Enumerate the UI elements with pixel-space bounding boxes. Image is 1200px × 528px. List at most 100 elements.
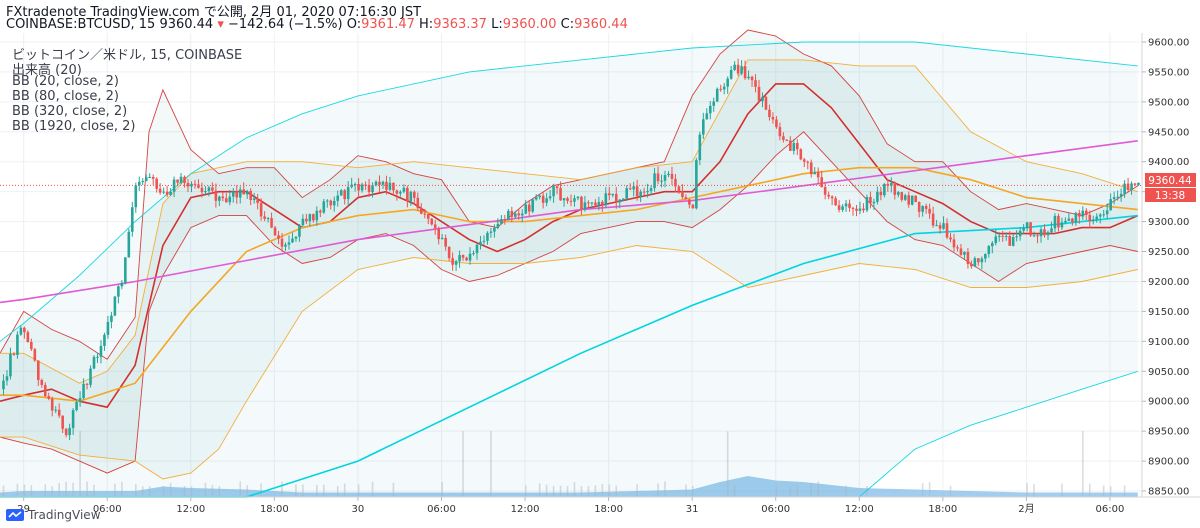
candle-body	[872, 201, 876, 204]
candle-body	[914, 195, 917, 203]
y-tick-label: 8850.00	[1148, 487, 1189, 498]
candle-body	[40, 379, 44, 385]
candle-body	[789, 140, 792, 151]
candle-body	[242, 189, 246, 195]
candle-body	[1102, 214, 1106, 216]
candle-body	[451, 258, 454, 265]
candle-body	[144, 177, 148, 182]
candle-body	[155, 178, 158, 189]
volume-bar	[566, 486, 569, 497]
candle-body	[1137, 182, 1140, 185]
legend-volume[interactable]: 出来高 (20)	[12, 63, 82, 78]
candle-body	[792, 143, 796, 151]
x-tick-label: 29	[17, 504, 30, 515]
x-tick-label: 06:00	[761, 504, 790, 515]
candle-body	[16, 334, 19, 355]
candle-body	[785, 139, 789, 141]
candle-body	[796, 143, 799, 150]
candle-body	[134, 185, 138, 208]
candle-body	[1091, 219, 1095, 222]
candle-body	[684, 197, 688, 200]
price-axis[interactable]: 9600.009550.009500.009450.009400.009350.…	[1142, 37, 1189, 498]
candle-body	[124, 257, 127, 283]
symbol-name[interactable]: COINBASE:BTCUSD, 15	[6, 17, 156, 32]
legend-bb-80[interactable]: BB (80, close, 2)	[12, 89, 119, 104]
candle-body	[489, 231, 493, 233]
candle-body	[228, 196, 232, 203]
candle-body	[900, 192, 904, 200]
candle-body	[298, 225, 301, 237]
low-value: 9360.00	[502, 17, 557, 32]
candle-body	[990, 243, 994, 247]
legend-bb-20[interactable]: BB (20, close, 2)	[12, 74, 119, 89]
candle-body	[273, 227, 277, 236]
candle-body	[141, 181, 145, 183]
volume-bar	[16, 483, 19, 497]
volume-bar	[260, 483, 262, 497]
candle-body	[722, 86, 726, 90]
candle-body	[2, 380, 5, 390]
candle-body	[761, 96, 764, 102]
candle-body	[493, 227, 496, 232]
candle-body	[649, 188, 653, 191]
candle-body	[339, 190, 343, 196]
candle-body	[642, 191, 646, 193]
candle-body	[409, 191, 413, 202]
candle-body	[513, 213, 517, 217]
close-label: C:	[560, 17, 575, 32]
candle-body	[910, 195, 914, 205]
candle-body	[945, 223, 949, 238]
candle-body	[1018, 230, 1022, 237]
candle-body	[371, 185, 374, 193]
candle-body	[30, 342, 33, 350]
candle-body	[956, 247, 959, 249]
candle-body	[778, 127, 782, 137]
candle-body	[799, 149, 803, 160]
volume-bar	[2, 485, 5, 497]
volume-bar	[322, 484, 325, 497]
candle-body	[844, 203, 848, 207]
candle-body	[1008, 235, 1011, 246]
candle-body	[332, 200, 336, 206]
candle-body	[503, 219, 507, 221]
candle-body	[360, 184, 364, 191]
time-axis[interactable]: 29 06:00 12:00 18:00 30 06:00 12:00 18:00 31 06:0…	[17, 497, 1124, 515]
candle-body	[1022, 228, 1025, 231]
candle-body	[423, 213, 427, 215]
candle-body	[399, 191, 402, 194]
candle-body	[534, 197, 538, 200]
candle-body	[319, 210, 322, 213]
candle-body	[447, 246, 451, 259]
bb-1920-2-basis-line	[0, 140, 1138, 304]
x-tick-label: 30	[352, 504, 365, 515]
volume-series	[0, 431, 1138, 497]
volume-bar	[302, 484, 304, 497]
candle-body	[1078, 212, 1081, 217]
candle-body	[475, 244, 479, 254]
candle-body	[646, 190, 649, 193]
volume-bar	[789, 486, 792, 497]
low-label: L:	[491, 17, 503, 32]
candle-body	[531, 199, 535, 212]
y-tick-label: 9600.00	[1148, 37, 1189, 48]
volume-bar	[169, 482, 172, 497]
candle-body	[1074, 212, 1078, 223]
candle-body	[858, 208, 862, 211]
legend-bb-1920[interactable]: BB (1920, close, 2)	[12, 119, 136, 134]
x-tick-label: 31	[686, 504, 699, 515]
candle-body	[635, 186, 639, 197]
legend-main-series[interactable]: ビットコイン／米ドル, 15, COINBASE	[12, 48, 243, 63]
legend-bb-320[interactable]: BB (320, close, 2)	[12, 104, 128, 119]
candle-body	[110, 315, 113, 322]
candle-body	[907, 195, 911, 205]
candle-body	[82, 383, 85, 399]
candle-body	[802, 159, 806, 162]
candle-body	[204, 191, 207, 193]
volume-bar	[392, 482, 395, 497]
candle-body	[315, 210, 319, 221]
last-value: 9360.44	[159, 17, 214, 32]
candle-body	[402, 187, 406, 192]
candle-body	[1050, 228, 1053, 233]
candle-body	[747, 76, 750, 79]
